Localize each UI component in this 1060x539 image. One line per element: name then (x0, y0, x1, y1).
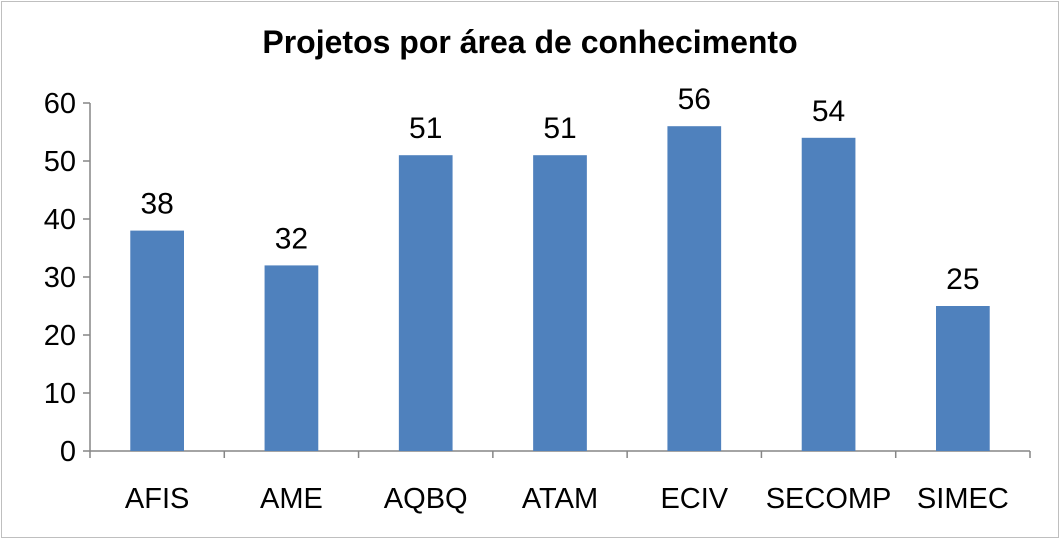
y-tick-label: 40 (44, 204, 76, 236)
chart-title: Projetos por área de conhecimento (262, 24, 797, 60)
bar-secomp (801, 137, 856, 452)
data-label: 51 (409, 112, 442, 145)
x-tick-label: AQBQ (384, 483, 468, 515)
x-tick-label: ECIV (660, 483, 728, 515)
data-label: 25 (946, 263, 979, 296)
bar-simec (936, 306, 990, 451)
x-tick-label: ATAM (522, 483, 598, 515)
bar-ame (264, 265, 319, 451)
y-tick-label: 50 (44, 146, 76, 178)
data-labels: 38 32 51 51 56 54 25 (140, 83, 979, 296)
bar-atam (533, 155, 587, 451)
bar-afis (130, 230, 184, 451)
y-tick-label: 30 (44, 262, 76, 294)
bar-eciv (667, 126, 722, 451)
x-tick-label: SIMEC (917, 483, 1009, 515)
data-label: 51 (543, 112, 576, 145)
data-label: 56 (678, 83, 711, 116)
y-tick-label: 20 (44, 320, 76, 352)
data-label: 32 (275, 222, 308, 255)
y-tick-label: 0 (60, 436, 76, 468)
x-axis: AFIS AME AQBQ ATAM ECIV SECOMP SIMEC (89, 450, 1031, 515)
y-axis: 0 10 20 30 40 50 60 (44, 88, 91, 468)
bar-series (130, 126, 990, 452)
x-tick-label: AFIS (125, 483, 189, 515)
data-label: 54 (812, 95, 845, 128)
y-tick-label: 10 (44, 378, 76, 410)
x-tick-label: SECOMP (766, 483, 892, 515)
y-tick-label: 60 (44, 88, 76, 120)
bar-aqbq (398, 155, 453, 451)
x-tick-label: AME (260, 483, 323, 515)
data-label: 38 (140, 188, 173, 221)
